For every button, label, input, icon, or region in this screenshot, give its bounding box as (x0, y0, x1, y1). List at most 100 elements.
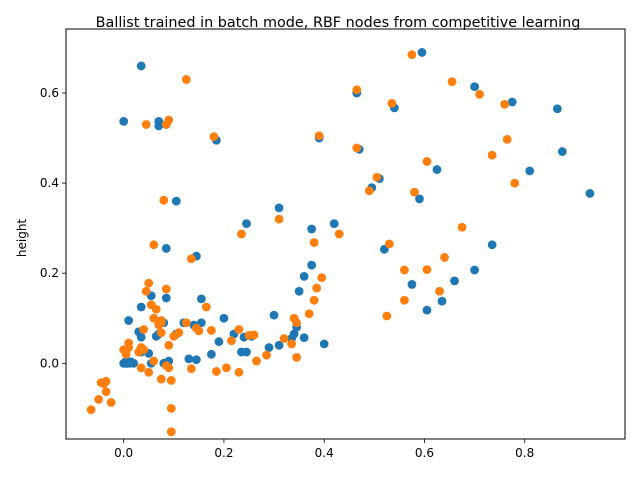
data-point (252, 356, 261, 366)
data-point (422, 157, 432, 166)
data-point (410, 187, 419, 197)
data-point (186, 364, 196, 374)
data-point (171, 196, 181, 206)
data-point (234, 367, 244, 377)
data-point (264, 343, 274, 352)
data-point (191, 355, 201, 365)
data-point (164, 363, 174, 373)
data-point (94, 394, 103, 404)
data-point (209, 132, 219, 142)
data-point (234, 325, 244, 334)
y-axis: 0.0 0.2 0.4 0.6 (40, 86, 66, 370)
data-point (400, 295, 409, 305)
x-tick-label: 0.2 (214, 446, 233, 460)
data-point (164, 340, 174, 350)
data-point (487, 240, 497, 250)
data-point (141, 120, 151, 129)
data-point (329, 219, 339, 229)
data-point (124, 316, 134, 325)
data-point (174, 328, 184, 338)
data-point (387, 98, 397, 108)
data-point (206, 349, 216, 359)
data-point (119, 116, 129, 126)
data-point (136, 363, 146, 373)
data-point (212, 367, 221, 376)
data-point (299, 333, 309, 343)
data-point (206, 326, 216, 335)
x-tick-label: 0.4 (315, 446, 334, 460)
data-point (166, 427, 176, 437)
data-point (507, 97, 517, 107)
data-point (196, 294, 206, 304)
data-point (407, 50, 417, 60)
data-point (422, 265, 432, 274)
data-point (440, 253, 449, 262)
data-point (141, 286, 151, 296)
data-point (287, 339, 297, 349)
data-point (450, 276, 459, 286)
chart-title: Ballist trained in batch mode, RBF nodes… (96, 15, 581, 31)
data-point (292, 318, 302, 328)
data-point (447, 77, 457, 87)
data-point (525, 166, 535, 176)
data-point (151, 304, 161, 314)
y-axis-label: height (15, 219, 29, 258)
data-point (279, 334, 289, 343)
data-point (274, 340, 284, 350)
data-point (156, 316, 166, 325)
data-point (312, 283, 322, 293)
data-point (124, 338, 134, 348)
data-point (317, 273, 327, 283)
data-point (201, 302, 211, 312)
data-point (242, 347, 251, 357)
data-point (334, 229, 344, 239)
data-point (161, 244, 171, 253)
data-point (144, 367, 154, 377)
data-point (319, 339, 329, 349)
data-point (144, 278, 154, 288)
data-point (470, 82, 479, 92)
data-point (372, 172, 382, 182)
data-point (136, 332, 146, 342)
data-point (86, 405, 96, 415)
data-point (161, 293, 171, 303)
data-point (125, 358, 135, 368)
data-point (432, 165, 442, 174)
data-point (585, 189, 595, 198)
data-point (194, 326, 204, 336)
data-point (437, 296, 447, 306)
data-point (314, 131, 324, 141)
data-point (159, 195, 169, 205)
data-point (269, 310, 279, 320)
y-tick-label: 0.0 (40, 356, 59, 370)
data-point (352, 143, 362, 153)
data-point (299, 271, 309, 281)
data-point (164, 115, 174, 125)
y-tick-label: 0.2 (40, 266, 59, 280)
data-point (214, 337, 224, 347)
data-point (139, 345, 149, 355)
data-point (502, 134, 512, 144)
x-tick-label: 0.8 (515, 446, 534, 460)
data-point (309, 295, 319, 305)
data-point (149, 240, 159, 250)
data-point (136, 61, 146, 71)
data-point (407, 280, 417, 289)
data-point (307, 260, 317, 270)
x-axis: 0.0 0.2 0.4 0.6 0.8 (114, 439, 534, 460)
data-point (139, 325, 149, 334)
data-point (384, 239, 394, 249)
data-point (156, 374, 166, 384)
data-point (166, 376, 176, 385)
data-point (415, 194, 424, 204)
data-point (500, 99, 510, 109)
data-point (307, 224, 317, 234)
data-point (181, 75, 191, 84)
data-point (181, 318, 191, 328)
data-point (457, 222, 467, 232)
plot-frame (65, 28, 626, 440)
data-point (557, 147, 567, 156)
data-point (156, 328, 166, 338)
data-point (274, 214, 284, 224)
data-point (166, 403, 176, 413)
